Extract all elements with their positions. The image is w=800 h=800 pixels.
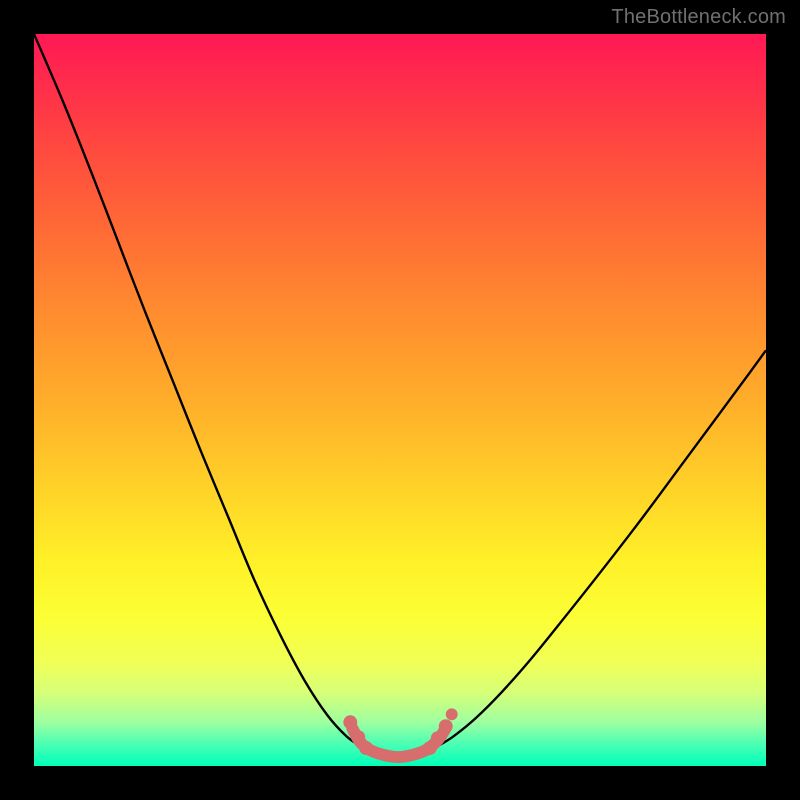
dip-marker — [446, 708, 458, 720]
right-curve — [438, 350, 766, 746]
dip-marker — [359, 741, 373, 755]
left-curve — [34, 34, 360, 746]
curve-overlay — [34, 34, 766, 766]
dip-marker — [439, 719, 453, 733]
dip-marker — [431, 731, 445, 745]
dip-marker — [343, 715, 357, 729]
plot-area — [32, 32, 768, 768]
watermark-text: TheBottleneck.com — [611, 6, 786, 29]
